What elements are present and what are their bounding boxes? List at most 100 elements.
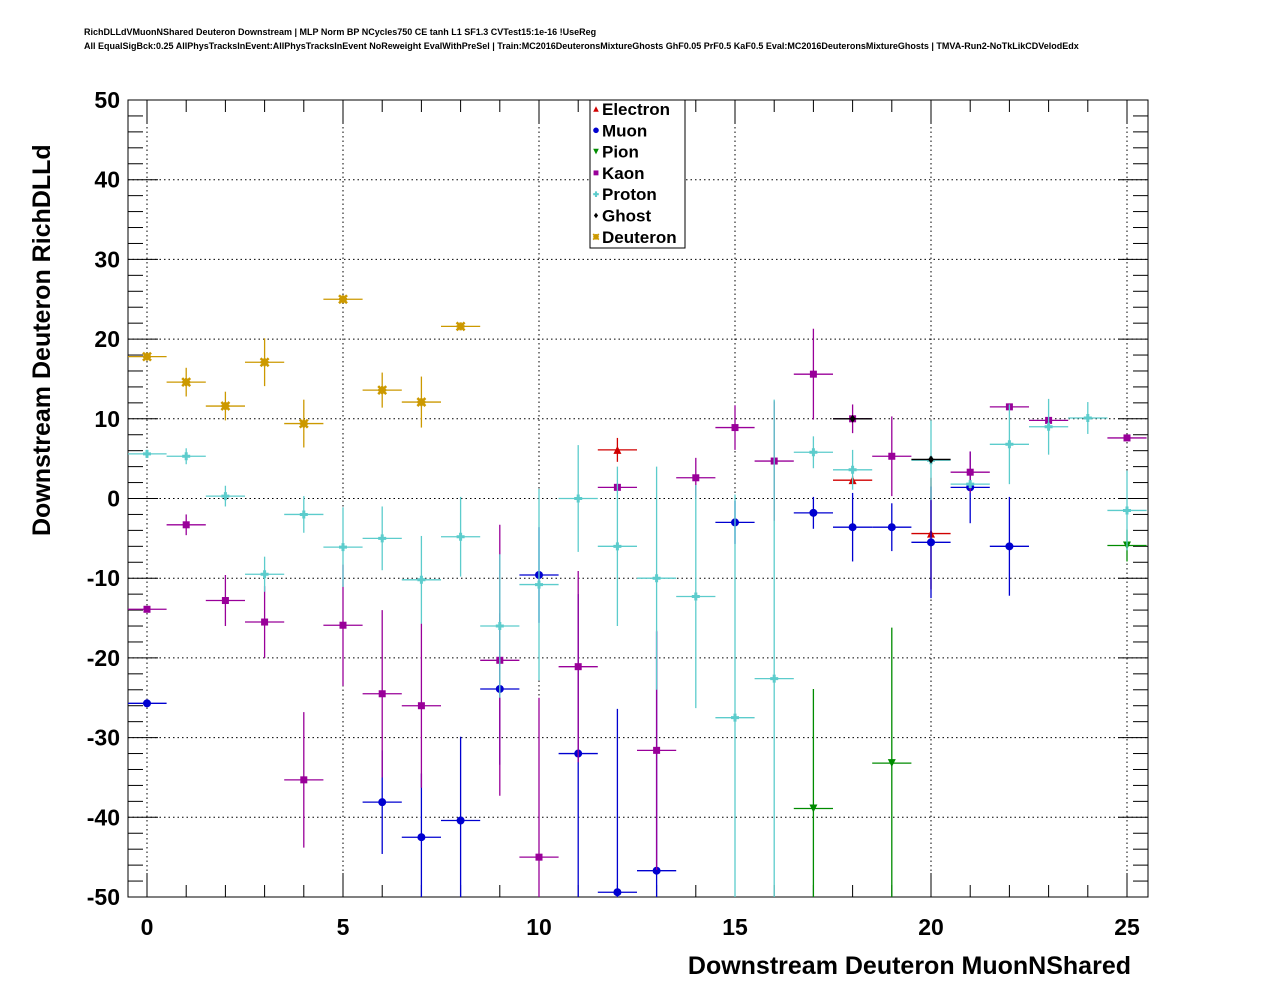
proton-point (535, 580, 543, 589)
kaon-point (731, 424, 739, 432)
y-tick-label: -30 (87, 725, 120, 751)
y-tick-label: 50 (94, 87, 120, 113)
pion-point (887, 759, 896, 768)
proton-point (691, 592, 700, 601)
proton-point (966, 480, 975, 489)
muon-point (417, 833, 426, 842)
kaon-point (574, 663, 582, 671)
kaon-point (653, 746, 661, 754)
pion-point (809, 804, 818, 813)
legend-marker-electron (593, 106, 599, 112)
proton-point (1083, 414, 1092, 423)
proton-point (731, 713, 739, 722)
deuteron-point (338, 294, 348, 305)
proton-point (1005, 440, 1014, 449)
deuteron-point (142, 351, 152, 362)
muon-point (143, 699, 151, 708)
legend-label-deuteron: Deuteron (602, 228, 677, 247)
ghost-point (849, 414, 856, 423)
kaon-point (339, 621, 347, 629)
legend-label-kaon: Kaon (602, 164, 645, 183)
deuteron-point (259, 357, 270, 368)
x-tick-label: 15 (722, 914, 748, 940)
y-tick-label: 40 (94, 167, 120, 193)
kaon-point (261, 618, 269, 626)
legend-marker-deuteron (592, 233, 600, 241)
x-tick-label: 25 (1114, 914, 1140, 940)
proton-point (378, 534, 387, 543)
legend-box (589, 99, 686, 249)
proton-point (299, 510, 308, 519)
proton-point (182, 452, 191, 461)
y-tick-label: 20 (94, 326, 120, 352)
kaon-point (417, 702, 425, 710)
proton-point (417, 575, 426, 584)
deuteron-point (181, 377, 192, 388)
x-tick-label: 10 (526, 914, 552, 940)
kaon-point (1123, 434, 1131, 442)
muon-point (378, 798, 387, 807)
proton-point (848, 465, 857, 474)
legend-marker-proton (593, 191, 599, 197)
legend-label-electron: Electron (602, 100, 670, 119)
legend-marker-kaon (593, 170, 599, 176)
proton-point (339, 543, 347, 552)
muon-point (887, 523, 896, 532)
muon-point (456, 816, 465, 825)
x-tick-label: 0 (141, 914, 154, 940)
y-axis-label: Downstream Deuteron RichDLLd (28, 144, 56, 536)
kaon-point (535, 853, 543, 861)
y-tick-label: 0 (107, 486, 120, 512)
kaon-point (182, 521, 190, 529)
kaon-point (378, 690, 386, 698)
legend-marker-ghost (593, 212, 599, 219)
legend-marker-muon (593, 127, 599, 134)
muon-point (848, 523, 857, 532)
proton-point (221, 492, 230, 501)
x-tick-label: 5 (337, 914, 350, 940)
proton-point (1123, 506, 1131, 515)
legend-label-pion: Pion (602, 143, 639, 162)
kaon-point (221, 597, 229, 605)
muon-point (652, 866, 661, 875)
muon-point (613, 888, 622, 897)
proton-point (770, 674, 779, 683)
y-tick-label: 10 (94, 406, 120, 432)
chart-title: RichDLLdVMuonNShared Deuteron Downstream… (84, 27, 597, 37)
proton-point (1044, 422, 1053, 431)
proton-point (613, 542, 622, 551)
legend-label-muon: Muon (602, 121, 647, 140)
y-tick-label: -20 (87, 645, 120, 671)
proton-point (456, 532, 465, 541)
proton-point (495, 622, 504, 631)
proton-point (143, 449, 151, 458)
x-axis-label: Downstream Deuteron MuonNShared (688, 952, 1131, 980)
y-tick-label: -10 (87, 565, 120, 591)
proton-point (574, 494, 583, 503)
proton-point (260, 570, 269, 579)
y-tick-label: 30 (94, 246, 120, 272)
kaon-point (143, 605, 151, 613)
y-tick-label: -40 (87, 804, 120, 830)
kaon-point (966, 468, 974, 476)
deuteron-point (377, 385, 388, 395)
kaon-point (809, 370, 817, 378)
proton-point (652, 574, 661, 583)
y-tick-label: -50 (87, 884, 120, 910)
muon-point (809, 508, 818, 517)
muon-point (1005, 542, 1014, 551)
proton-point (809, 448, 818, 457)
deuteron-point (455, 321, 466, 332)
kaon-point (692, 474, 700, 482)
kaon-point (300, 776, 308, 784)
deuteron-point (416, 397, 427, 407)
electron-point (613, 445, 622, 454)
muon-point (927, 538, 935, 547)
deuteron-point (220, 401, 231, 411)
deuteron-point (298, 418, 309, 429)
legend-label-proton: Proton (602, 185, 657, 204)
kaon-point (888, 452, 896, 460)
legend-label-ghost: Ghost (602, 207, 651, 226)
chart-subtitle: All EqualSigBck:0.25 AllPhysTracksInEven… (84, 41, 1079, 51)
